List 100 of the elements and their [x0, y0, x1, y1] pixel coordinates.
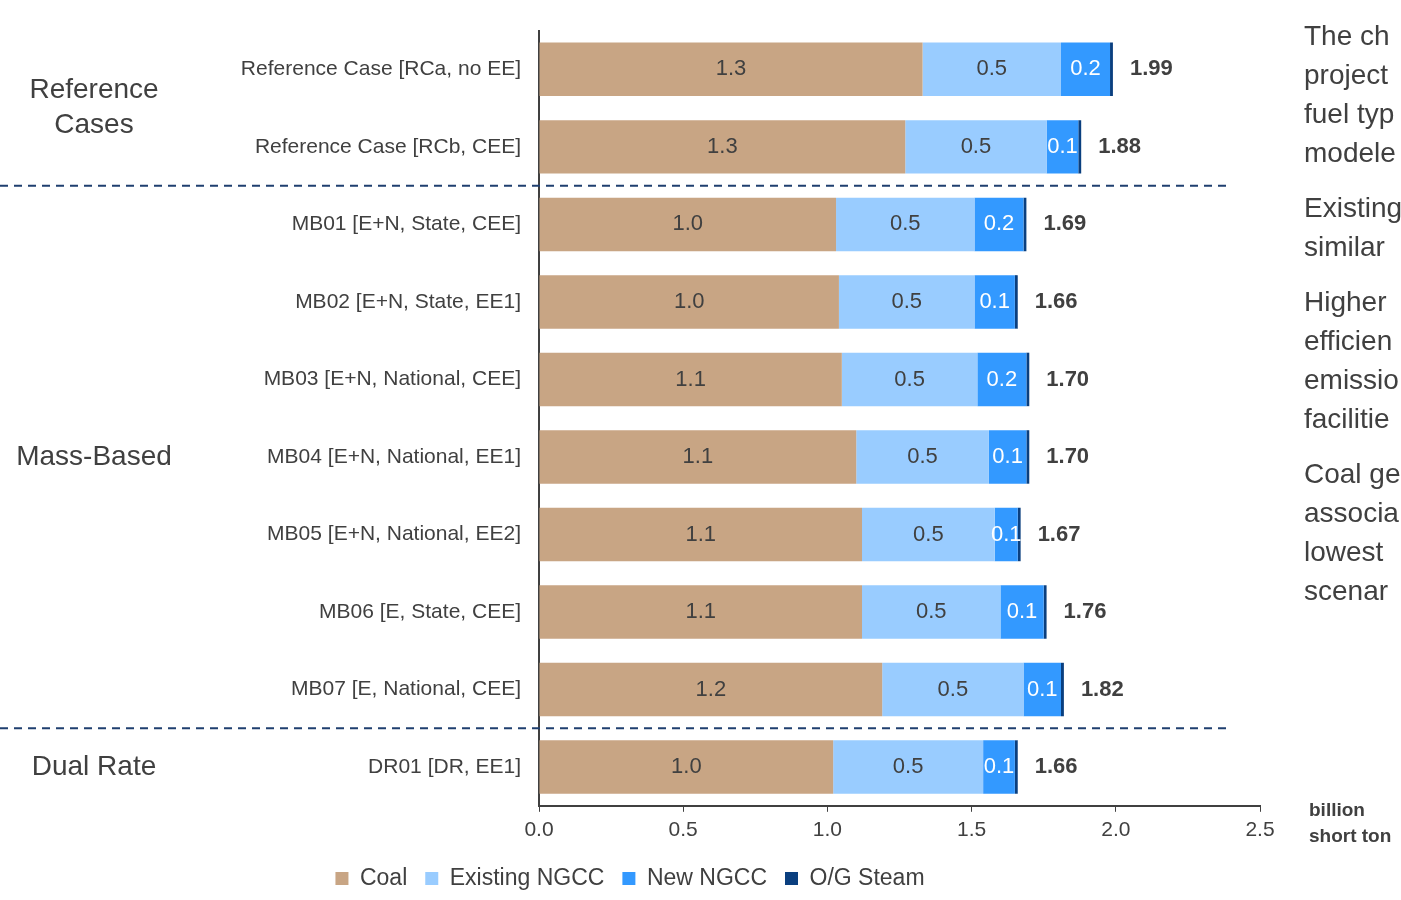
data-label: 1.3 — [715, 55, 747, 81]
bar — [1014, 740, 1018, 794]
legend-label: Coal — [359, 863, 408, 890]
total-label: 1.66 — [1034, 287, 1078, 313]
data-label: 1.0 — [671, 753, 702, 779]
data-label: 0.5 — [894, 365, 925, 391]
y-tick-label: DR01 [DR, EE1] — [368, 753, 521, 777]
y-tick-label: MB04 [E+N, National, EE1] — [267, 443, 521, 467]
bar — [862, 585, 1001, 639]
data-label: 0.5 — [907, 443, 938, 469]
total-label: 1.88 — [1098, 132, 1142, 158]
text: The ch project fuel typ modele — [1304, 19, 1397, 170]
y-tick-label: MB03 [E+N, National, CEE] — [263, 366, 521, 390]
bar — [838, 275, 975, 329]
bar — [539, 507, 863, 562]
x-tick-label: 1.5 — [957, 817, 987, 841]
data-label: 0.2 — [983, 210, 1015, 236]
y-tick-label: MB01 [E+N, State, CEE] — [291, 211, 521, 235]
bar — [539, 275, 839, 329]
text: Dual Rate — [31, 749, 157, 781]
bar — [539, 740, 834, 794]
x-tick-label: 2.5 — [1245, 817, 1275, 841]
data-label: 0.1 — [1047, 132, 1078, 158]
bar — [1014, 275, 1018, 329]
x-axis-title: billion short ton — [1309, 798, 1392, 848]
bar — [841, 352, 978, 407]
bar — [1043, 585, 1047, 639]
bar — [922, 42, 1061, 97]
bar — [836, 197, 975, 252]
legend-label: O/G Steam — [809, 863, 925, 890]
x-tick-label: 2.0 — [1101, 817, 1131, 841]
data-label: 0.2 — [1070, 55, 1101, 81]
legend-label: New NGCC — [646, 863, 768, 890]
data-label: 1.3 — [707, 132, 738, 158]
bar — [988, 430, 1027, 484]
data-label: 0.1 — [983, 753, 1015, 779]
bar — [539, 585, 863, 639]
bar — [856, 430, 989, 484]
data-label: 1.1 — [685, 520, 717, 546]
bar — [977, 352, 1027, 407]
x-tick-label: 0.0 — [524, 817, 554, 841]
total-label: 1.69 — [1043, 210, 1087, 236]
data-label: 1.1 — [675, 365, 706, 391]
data-label: 0.5 — [915, 598, 947, 624]
total-label: 1.66 — [1034, 753, 1078, 779]
bar — [1110, 42, 1113, 97]
data-label: 0.1 — [992, 443, 1023, 469]
bar — [539, 120, 906, 174]
text: Existing similar — [1304, 191, 1401, 264]
bar — [1078, 120, 1082, 174]
bar — [1026, 430, 1030, 484]
bar — [882, 662, 1024, 717]
total-label: 1.99 — [1129, 55, 1173, 81]
y-tick-label: MB02 [E+N, State, EE1] — [295, 288, 521, 312]
data-label: 0.5 — [891, 287, 923, 313]
legend-label: Existing NGCC — [449, 863, 605, 890]
data-label: 0.5 — [976, 55, 1008, 81]
data-label: 0.5 — [889, 210, 921, 236]
data-label: 0.2 — [986, 365, 1018, 391]
y-tick-label: Reference Case [RCb, CEE] — [254, 133, 521, 157]
data-label: 0.1 — [1026, 675, 1058, 701]
data-label: 0.1 — [979, 287, 1010, 313]
data-label: 0.5 — [913, 520, 944, 546]
y-tick-label: MB06 [E, State, CEE] — [319, 598, 521, 622]
text: Higher efficien emissio facilitie — [1304, 285, 1400, 436]
bar — [1061, 42, 1111, 97]
text: Coal ge associa lowest scenar — [1304, 457, 1401, 608]
x-tick-label: 0.5 — [668, 817, 698, 841]
bar — [974, 197, 1024, 252]
text: Reference Cases — [29, 73, 159, 140]
data-label: 1.2 — [695, 675, 727, 701]
bar — [539, 662, 883, 717]
total-label: 1.70 — [1046, 365, 1090, 391]
total-label: 1.82 — [1080, 675, 1124, 701]
data-label: 1.0 — [673, 287, 705, 313]
bar — [905, 120, 1047, 174]
bar — [539, 42, 923, 97]
bar — [539, 430, 857, 484]
total-label: 1.70 — [1046, 443, 1090, 469]
bar — [539, 352, 842, 407]
data-label: 0.1 — [1006, 598, 1038, 624]
data-label: 0.5 — [960, 132, 992, 158]
y-tick-label: MB07 [E, National, CEE] — [291, 676, 521, 700]
bar — [983, 740, 1015, 794]
y-tick-label: Reference Case [RCa, no EE] — [240, 56, 521, 80]
bar — [539, 197, 837, 252]
bar — [974, 275, 1015, 329]
bar — [1026, 352, 1030, 407]
data-label: 1.1 — [682, 443, 714, 469]
data-label: 0.5 — [892, 753, 924, 779]
data-label: 1.0 — [672, 210, 704, 236]
data-label: 1.1 — [685, 598, 717, 624]
text: Mass-Based — [16, 439, 172, 471]
bar — [833, 740, 984, 794]
total-label: 1.67 — [1037, 520, 1081, 546]
bar — [1000, 585, 1044, 639]
bar — [1061, 662, 1064, 717]
y-tick-label: MB05 [E+N, National, EE2] — [267, 521, 521, 545]
x-tick-label: 1.0 — [812, 817, 842, 841]
data-label: 0.5 — [937, 675, 969, 701]
